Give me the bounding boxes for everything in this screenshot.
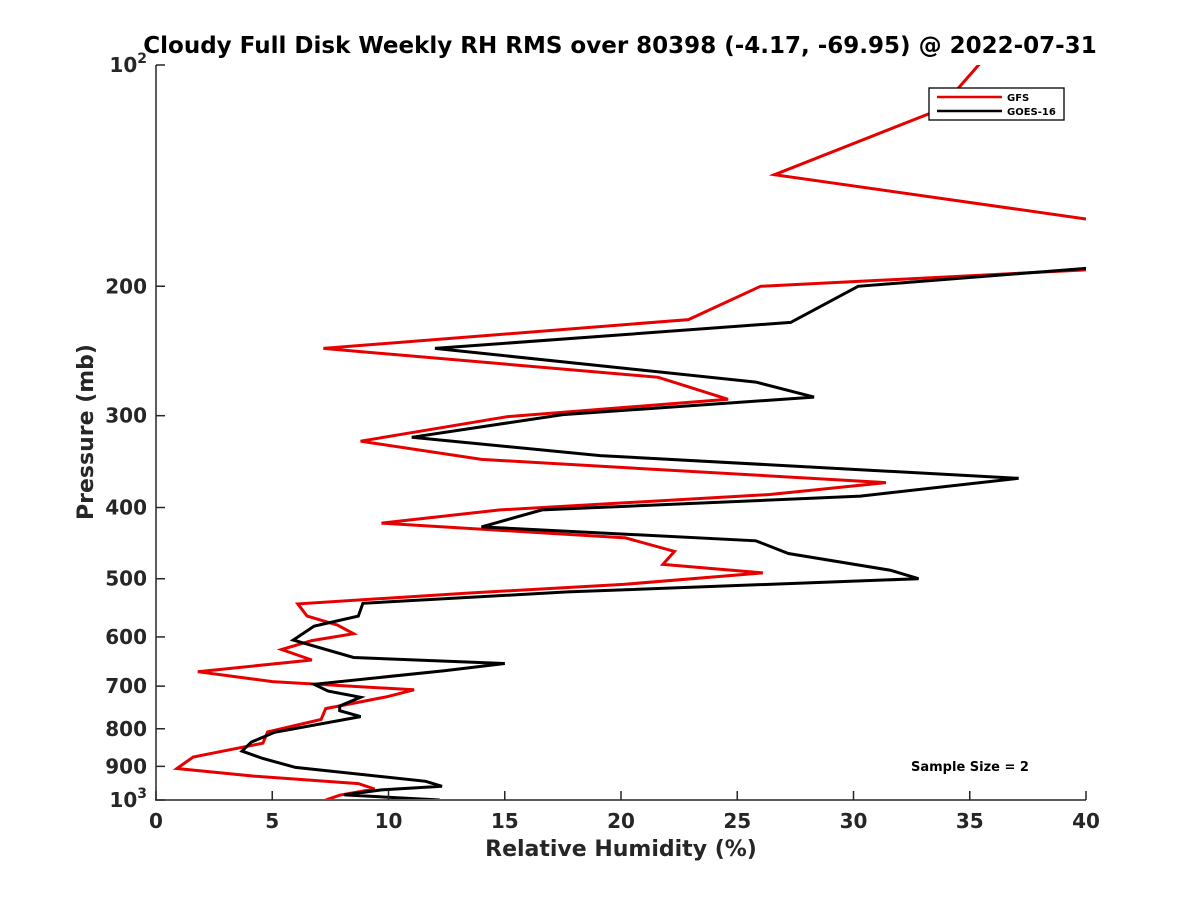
legend-box bbox=[928, 87, 1065, 121]
y-axis-title: Pressure (mb) bbox=[74, 344, 99, 520]
series-layer bbox=[172, 65, 1086, 799]
y-tick-label: 700 bbox=[105, 674, 147, 698]
x-tick-label: 35 bbox=[956, 809, 984, 833]
plot-area bbox=[156, 65, 1086, 799]
y-tick-label: 800 bbox=[105, 717, 147, 741]
x-tick-label: 15 bbox=[491, 809, 519, 833]
x-tick-label: 5 bbox=[265, 809, 279, 833]
y-tick-label: 500 bbox=[105, 567, 147, 591]
y-ticks: 102 200 300 400 500 600 700 800 900 103 bbox=[105, 51, 165, 812]
y-tick-label: 400 bbox=[105, 496, 147, 520]
y-tick-label: 300 bbox=[105, 404, 147, 428]
y-tick-label: 900 bbox=[105, 754, 147, 778]
legend: GFS GOES-16 bbox=[928, 87, 1065, 121]
x-tick-label: 0 bbox=[149, 809, 163, 833]
x-tick-label: 10 bbox=[375, 809, 403, 833]
y-tick-label: 600 bbox=[105, 625, 147, 649]
y-tick-label: 103 bbox=[109, 786, 147, 812]
sample-size-annotation: Sample Size = 2 bbox=[911, 760, 1029, 775]
plot-background bbox=[156, 65, 1086, 799]
axes: 0 5 10 15 20 25 30 35 40 102 200 300 400 500 600 700 80… bbox=[105, 51, 1100, 833]
x-tick-label: 20 bbox=[607, 809, 635, 833]
chart-title: Cloudy Full Disk Weekly RH RMS over 8039… bbox=[143, 33, 1096, 59]
x-tick-label: 40 bbox=[1072, 809, 1100, 833]
x-tick-label: 30 bbox=[840, 809, 868, 833]
y-tick-label: 200 bbox=[105, 274, 147, 298]
y-tick-label: 102 bbox=[109, 51, 147, 77]
x-ticks: 0 5 10 15 20 25 30 35 40 bbox=[149, 791, 1100, 833]
x-axis-title: Relative Humidity (%) bbox=[485, 837, 757, 862]
legend-label-goes16: GOES-16 bbox=[1007, 107, 1056, 118]
legend-label-gfs: GFS bbox=[1007, 93, 1029, 104]
series-line-goes16 bbox=[239, 266, 1086, 799]
x-tick-label: 25 bbox=[723, 809, 751, 833]
